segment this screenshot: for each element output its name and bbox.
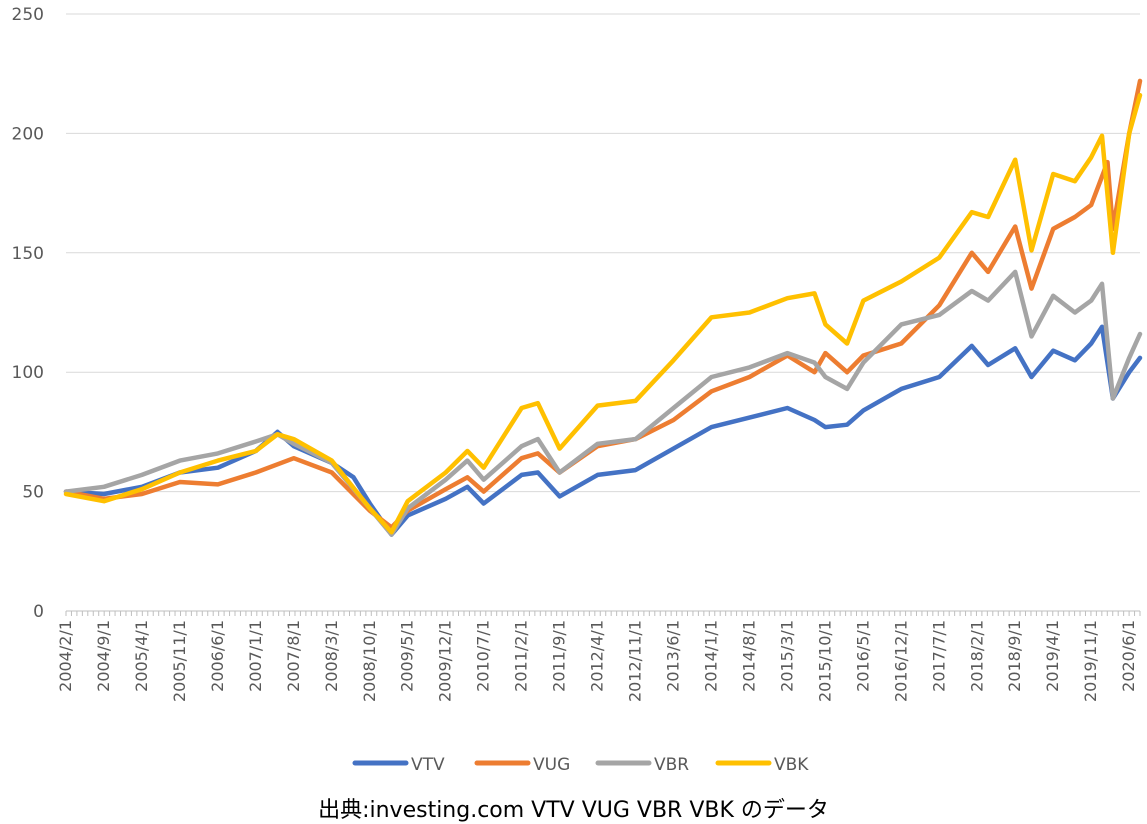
x-tick-label: 2008/10/1 [360,620,379,702]
x-tick-label: 2012/4/1 [588,620,607,692]
x-tick-label: 2013/6/1 [664,620,683,692]
x-tick-label: 2012/11/1 [626,620,645,702]
x-tick-label: 2016/12/1 [891,620,910,702]
x-tick-label: 2018/2/1 [967,620,986,692]
x-tick-label: 2019/4/1 [1043,620,1062,692]
x-tick-label: 2020/6/1 [1119,620,1138,692]
grid-lines [66,13,1140,493]
x-tick-label: 2006/6/1 [208,620,227,692]
x-axis: 2004/2/1 2004/9/1 2005/4/1 2005/11/1 2006/6/… [56,610,1141,702]
y-tick-label: 0 [33,602,44,622]
source-caption: 出典:investing.com VTV VUG VBR VBK のデータ [318,798,829,823]
y-tick-label: 150 [12,244,44,264]
x-tick-label: 2009/5/1 [398,620,417,692]
x-tick-label: 2014/8/1 [739,620,758,692]
x-tick-label: 2016/5/1 [853,620,872,692]
legend-label-vtv: VTV [411,755,445,775]
x-tick-label: 2010/7/1 [474,620,493,692]
legend-label-vbr: VBR [654,755,689,775]
x-tick-label: 2017/7/1 [929,620,948,692]
x-tick-label: 2014/1/1 [701,620,720,692]
x-tick-label: 2011/2/1 [512,620,531,692]
series-line-vtv [63,324,1143,537]
y-tick-label: 50 [22,483,44,503]
x-tick-label: 2005/4/1 [132,620,151,692]
x-tick-label: 2009/12/1 [436,620,455,702]
x-tick-label: 2007/8/1 [284,620,303,692]
x-tick-label: 2004/2/1 [56,620,75,692]
series-line-vbk [63,92,1143,535]
series-line-vug [63,78,1143,530]
y-axis-tick-labels: 0 50 100 150 200 250 [12,5,44,622]
y-tick-label: 200 [12,124,44,144]
x-tick-label: 2018/9/1 [1005,620,1024,692]
series-line-vbr [63,269,1143,537]
x-tick-label: 2007/1/1 [246,620,265,692]
series-lines [63,78,1143,537]
x-tick-label: 2005/11/1 [170,620,189,702]
legend-label-vbk: VBK [774,755,809,775]
x-tick-label: 2004/9/1 [94,620,113,692]
y-tick-label: 100 [12,363,44,383]
x-tick-label: 2015/3/1 [777,620,796,692]
x-tick-label: 2015/10/1 [815,620,834,702]
legend-label-vug: VUG [533,755,570,775]
x-tick-label: 2019/11/1 [1081,620,1100,702]
y-tick-label: 250 [12,5,44,25]
legend: VTV VUG VBR VBK [352,755,809,775]
x-tick-label: 2011/9/1 [550,620,569,692]
x-tick-label: 2008/3/1 [322,620,341,692]
